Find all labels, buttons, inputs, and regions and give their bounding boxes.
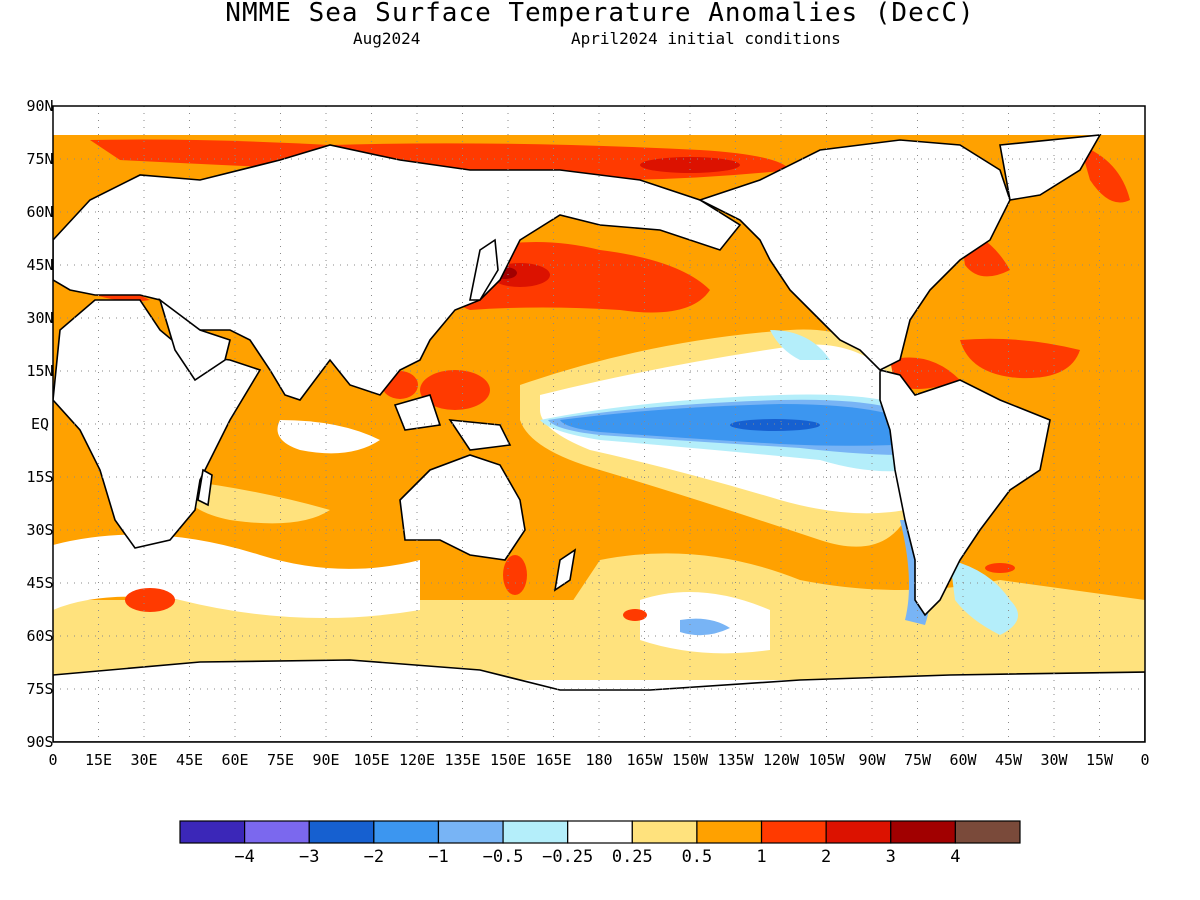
latitude-axis: 90N 75N 60N 45N 30N 15N EQ 15S 30S 45S 60S 75S 90S: [26, 97, 53, 751]
colorbar-swatch: [502, 820, 569, 844]
longitude-label: 135W: [717, 751, 754, 769]
latitude-label: 45S: [26, 574, 53, 592]
colorbar-label: 3: [886, 847, 896, 867]
longitude-label: 120E: [399, 751, 435, 769]
longitude-label: 105E: [353, 751, 389, 769]
longitude-label: 180: [585, 751, 612, 769]
map-title: NMME Sea Surface Temperature Anomalies (…: [225, 0, 975, 28]
longitude-label: 45E: [176, 751, 203, 769]
longitude-label: 165W: [626, 751, 663, 769]
colorbar-swatch: [890, 820, 956, 844]
latitude-label: 30N: [26, 309, 53, 327]
colorbar-label: −2: [364, 847, 384, 867]
longitude-label: 0: [1140, 751, 1149, 769]
longitude-label: 45W: [995, 751, 1023, 769]
longitude-label: 30E: [130, 751, 157, 769]
colorbar-swatch: [696, 820, 763, 844]
latitude-label: 75N: [26, 150, 53, 168]
colorbar-swatch: [244, 820, 310, 844]
longitude-label: 60W: [949, 751, 977, 769]
latitude-label: 60N: [26, 203, 53, 221]
colorbar-label: 2: [821, 847, 831, 867]
colorbar-label: −3: [299, 847, 319, 867]
colorbar-swatch: [567, 820, 633, 844]
longitude-label: 90W: [858, 751, 886, 769]
longitude-label: 90E: [312, 751, 339, 769]
colorbar-label: −0.25: [542, 847, 593, 867]
longitude-label: 75W: [904, 751, 932, 769]
colorbar-label: 1: [756, 847, 766, 867]
longitude-label: 150W: [672, 751, 709, 769]
longitude-label: 0: [48, 751, 57, 769]
longitude-axis: 0 15E 30E 45E 60E 75E 90E 105E 120E 135E 150E 165E 1…: [48, 751, 1149, 769]
colorbar-swatch: [954, 820, 1021, 844]
latitude-label: EQ: [31, 415, 49, 433]
colorbar-swatch: [179, 820, 246, 844]
longitude-label: 75E: [267, 751, 294, 769]
latitude-label: 60S: [26, 627, 53, 645]
colorbar-label: −1: [428, 847, 448, 867]
colorbar-label: 0.25: [612, 847, 653, 867]
colorbar-label: −4: [234, 847, 254, 867]
colorbar: [179, 820, 1021, 844]
latitude-label: 15N: [26, 362, 53, 380]
longitude-label: 165E: [535, 751, 571, 769]
colorbar-labels: −4 −3 −2 −1 −0.5 −0.25 0.25 0.5 1 2 3 4: [234, 847, 960, 867]
graticule: [53, 106, 1145, 742]
colorbar-swatch: [631, 820, 698, 844]
longitude-label: 30W: [1040, 751, 1068, 769]
latitude-label: 45N: [26, 256, 53, 274]
latitude-label: 90S: [26, 733, 53, 751]
longitude-label: 15E: [85, 751, 112, 769]
colorbar-label: −0.5: [483, 847, 524, 867]
colorbar-swatch: [373, 820, 440, 844]
longitude-label: 105W: [808, 751, 845, 769]
longitude-label: 135E: [444, 751, 480, 769]
colorbar-swatch: [825, 820, 892, 844]
longitude-label: 150E: [490, 751, 526, 769]
longitude-label: 15W: [1086, 751, 1114, 769]
init-conditions-label: April2024 initial conditions: [571, 29, 841, 48]
valid-month-label: Aug2024: [353, 29, 421, 48]
latitude-label: 75S: [26, 680, 53, 698]
colorbar-label: 4: [950, 847, 960, 867]
latitude-label: 90N: [26, 97, 53, 115]
colorbar-swatch: [308, 820, 375, 844]
longitude-label: 60E: [221, 751, 248, 769]
longitude-label: 120W: [763, 751, 800, 769]
colorbar-swatch: [760, 820, 827, 844]
latitude-label: 15S: [26, 468, 53, 486]
colorbar-swatch: [437, 820, 504, 844]
map-frame: [52, 105, 1146, 743]
latitude-label: 30S: [26, 521, 53, 539]
colorbar-label: 0.5: [682, 847, 713, 867]
